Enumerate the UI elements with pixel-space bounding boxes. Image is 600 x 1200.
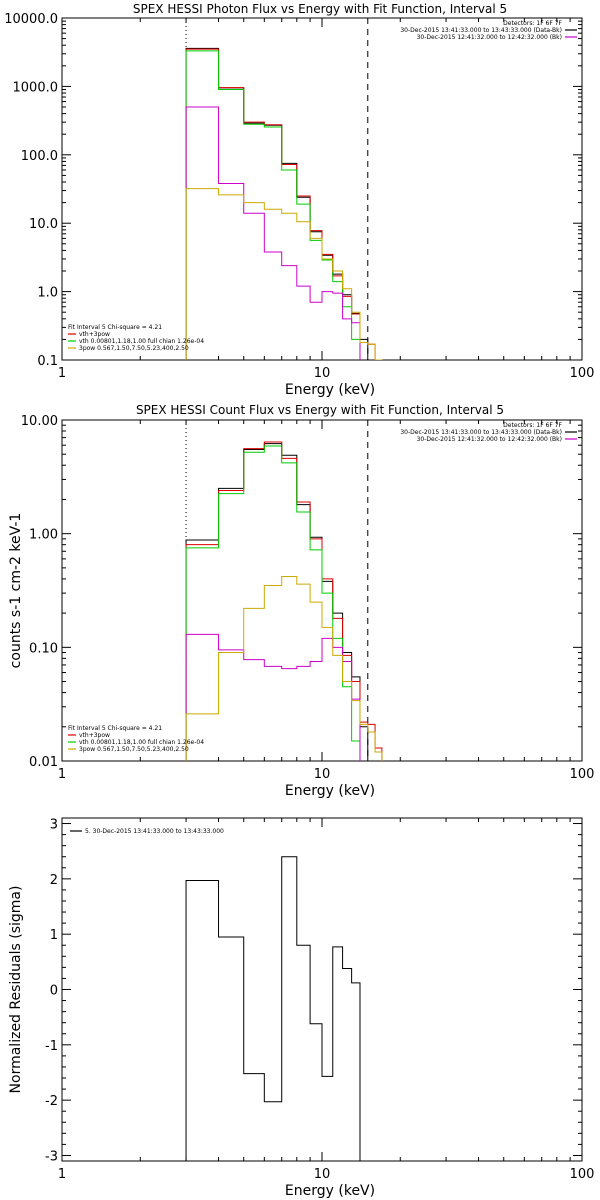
plot-frame [61,817,583,1162]
y-tick-label: 3 [50,818,58,833]
y-tick-label: 2 [50,873,58,888]
x-axis-label: Energy (keV) [285,382,375,398]
fit-legend-text: vth+3pow [79,732,110,739]
data-series-group [185,47,383,360]
y-tick-label: 1.0 [37,286,58,301]
y-tick-label: 100.0 [21,149,58,164]
y-axis-label: counts s-1 cm-2 keV-1 [8,513,24,669]
series-histogram [185,443,369,761]
data-series-group [185,856,361,1161]
count-flux-chart: SPEX HESSI Count Flux vs Energy with Fit… [8,403,594,799]
y-tick-label: -3 [45,1149,58,1164]
data-series-group [185,441,383,761]
x-axis-label: Energy (keV) [285,1183,375,1199]
plot-frame [61,17,583,361]
legend-header-text: Detectors: 1F 6F 7F [503,20,562,27]
y-tick-label: 10.00 [21,414,58,429]
x-tick-label: 1 [58,366,66,381]
fit-legend-text: vth 0.00801,1.18,1.00 full chian 1.26e-0… [79,739,204,746]
series-histogram [185,441,383,761]
series-histogram [185,188,383,360]
y-tick-label: -1 [45,1039,58,1054]
series-histogram [185,856,361,1161]
y-tick-label: 1.00 [29,528,58,543]
y-tick-label: 0.01 [29,755,58,770]
x-tick-label: 1 [58,767,66,782]
x-axis-label: Energy (keV) [285,783,375,799]
fit-legend-text: vth+3pow [79,331,110,338]
legend-header-text: 30-Dec-2015 13:41:33.000 to 13:43:33.000… [400,27,562,34]
y-tick-label: 0.10 [29,641,58,656]
legend-header-text: Detectors: 1F 6F 7F [503,422,562,429]
legend-header-text: 30-Dec-2015 13:41:33.000 to 13:43:33.000… [400,429,562,436]
y-tick-label: 10.0 [29,217,58,232]
y-tick-label: 0.1 [37,354,58,369]
legend-header-text: 30-Dec-2015 12:41:32.000 to 12:42:32.000… [417,34,562,41]
x-tick-label: 10 [314,1167,331,1182]
x-tick-label: 100 [570,366,595,381]
series-histogram [185,50,361,360]
fit-legend-text: Fit Interval 5 Chi-square = 4.21 [68,324,162,331]
y-tick-label: 1000.0 [13,80,59,95]
x-tick-label: 100 [570,767,595,782]
legend-text: 5. 30-Dec-2015 13:41:33.000 to 13:43:33.… [85,828,224,835]
chart-title: SPEX HESSI Photon Flux vs Energy with Fi… [133,2,507,16]
x-tick-label: 100 [570,1167,595,1182]
fit-legend-text: 3pow 0.567,1.50,7.50,5.23,400,2.50 [79,345,189,352]
series-histogram [185,633,361,761]
x-tick-label: 10 [314,767,331,782]
fit-legend-text: 3pow 0.567,1.50,7.50,5.23,400,2.50 [79,746,189,753]
x-tick-label: 1 [58,1167,66,1182]
y-tick-label: 10000.0 [4,12,58,27]
legend-header-text: 30-Dec-2015 12:41:32.000 to 12:42:32.000… [417,436,562,443]
fit-legend-text: vth 0.00801,1.18,1.00 full chian 1.26e-0… [79,338,204,345]
residuals-chart: 1 10 100 Energy (keV) -3 -2 -1 0 1 2 3 Normalized R… [8,817,595,1199]
series-histogram [185,575,383,761]
series-histogram [185,106,361,360]
y-tick-label: -2 [45,1094,58,1109]
y-tick-label: 1 [50,928,58,943]
series-histogram [185,48,383,360]
y-tick-label: 0 [50,984,58,999]
photon-flux-chart: SPEX HESSI Photon Flux vs Energy with Fi… [4,2,594,398]
chart-title: SPEX HESSI Count Flux vs Energy with Fit… [136,403,504,417]
series-histogram [185,445,361,761]
fit-legend-text: Fit Interval 5 Chi-square = 4.21 [68,725,162,732]
x-tick-label: 10 [314,366,331,381]
series-histogram [185,47,369,360]
y-axis-label: Normalized Residuals (sigma) [8,886,24,1094]
